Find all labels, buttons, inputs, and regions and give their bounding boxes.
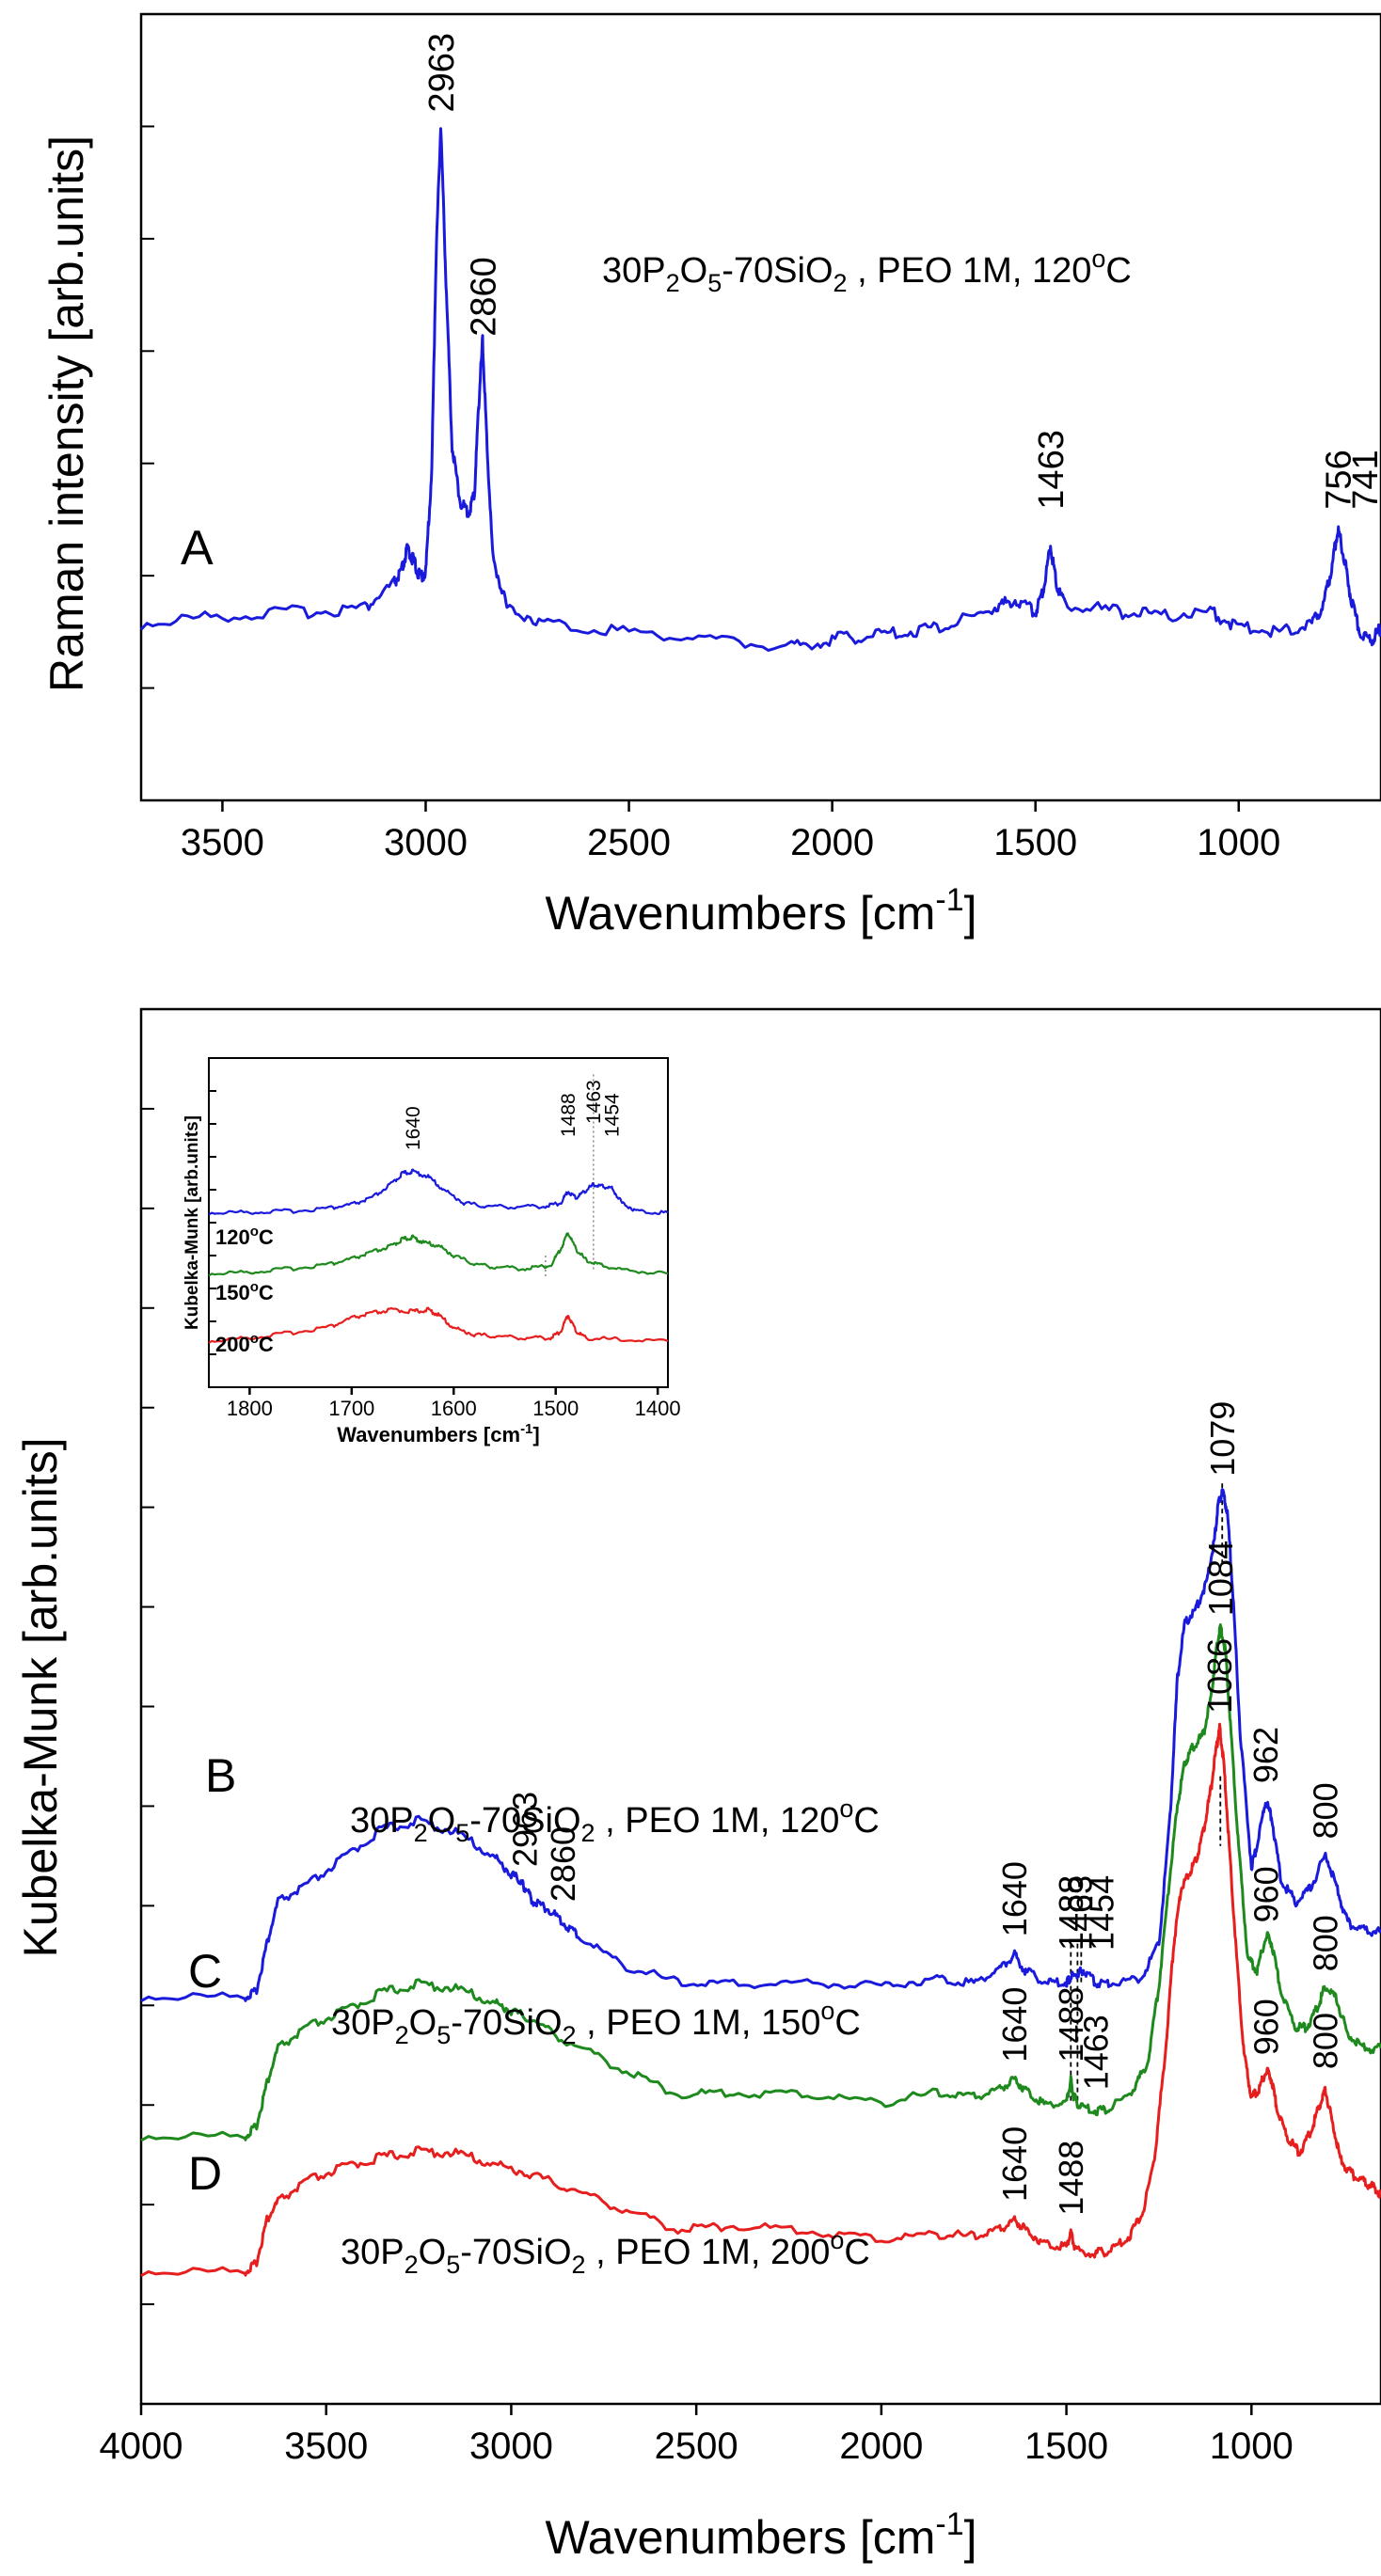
peak-label: 1454 (602, 1093, 624, 1137)
panel-bd-x-tick-label: 1500 (1024, 2426, 1108, 2467)
series-d-annotation: 30P2O5-70SiO2 , PEO 1M, 200oC (341, 2226, 870, 2279)
peak-label: 1488 (1052, 1875, 1090, 1951)
panel-bd-y-ticks (141, 1008, 154, 2405)
panel-bd-peak-markers (1070, 1483, 1224, 2105)
peak-label: 800 (1307, 1915, 1345, 1971)
peak-label: 2860 (544, 1826, 582, 1902)
peak-label: 1463 (1032, 430, 1071, 510)
panel-a: 3500 3000 2500 2000 1500 1000 2963 2860 1463 756… (40, 12, 1381, 940)
peak-label: 1454 (1083, 1875, 1121, 1951)
panel-a-plot-frame (139, 12, 1381, 802)
panel-bd-x-tick-label: 2500 (655, 2426, 738, 2467)
peak-label: 800 (1307, 1782, 1345, 1839)
peak-label: 2860 (464, 257, 503, 337)
panel-bd-x-tick-label: 2000 (839, 2426, 923, 2467)
panel-bd-x-axis-label: Wavenumbers [cm-1] (545, 2506, 976, 2564)
panel-a-x-ticks: 3500 3000 2500 2000 1500 1000 (181, 800, 1280, 863)
series-b-120c-spectrum (140, 1488, 1381, 2002)
inset-series-200c (208, 1306, 669, 1344)
inset-x-tick-label: 1500 (532, 1397, 579, 1420)
peak-label: 1463 (1061, 1875, 1100, 1951)
peak-label: 1463 (583, 1080, 605, 1124)
inset-x-tick-label: 1800 (227, 1397, 273, 1420)
series-b-annotation: 30P2O5-70SiO2 , PEO 1M, 120oC (350, 1794, 880, 1847)
inset-x-ticks: 1800 1700 1600 1500 1400 (227, 1387, 681, 1420)
inset-y-ticks (209, 1057, 216, 1388)
panel-a-label: A (181, 521, 214, 576)
panel-a-y-axis-label: Raman intensity [arb.units] (40, 135, 93, 692)
panel-a-y-ticks (141, 13, 154, 801)
panel-a-x-tick-label: 2000 (790, 822, 874, 863)
peak-label: 741 (1346, 450, 1381, 509)
peak-label: 960 (1247, 1999, 1286, 2055)
series-b-label: B (205, 1749, 236, 1802)
inset-y-axis-label: Kubelka-Munk [arb.units] (183, 1115, 202, 1330)
panel-bd-x-tick-label: 4000 (100, 2426, 183, 2467)
panel-bd: 4000 3500 3000 2500 2000 1500 1000 1079 962 800 1… (14, 1007, 1381, 2564)
inset-series-label-120c: 120oC (215, 1224, 274, 1249)
series-c-150c-spectrum (140, 1623, 1381, 2142)
peak-label: 2963 (506, 1792, 545, 1867)
inset-x-axis-label: Wavenumbers [cm-1] (337, 1421, 539, 1446)
peak-label: 1488 (1052, 2141, 1090, 2216)
peak-label: 960 (1247, 1866, 1286, 1922)
peak-label: 1640 (995, 2126, 1034, 2202)
panel-a-raman-spectrum (139, 127, 1381, 652)
peak-label: 1488 (1052, 1987, 1090, 2062)
panel-bd-x-tick-label: 3500 (284, 2426, 368, 2467)
panel-bd-y-axis-label: Kubelka-Munk [arb.units] (14, 1437, 67, 1957)
peak-label: 1086 (1200, 1638, 1239, 1714)
inset-x-tick-label: 1600 (431, 1397, 477, 1420)
panel-bd-x-tick-label: 1000 (1210, 2426, 1294, 2467)
inset-series-label-150c: 150oC (215, 1279, 274, 1304)
panel-a-x-axis-label: Wavenumbers [cm-1] (545, 882, 976, 940)
panel-a-x-tick-label: 1000 (1197, 822, 1280, 863)
peak-label: 1640 (403, 1106, 424, 1150)
peak-label: 1079 (1203, 1401, 1242, 1477)
panel-a-x-tick-label: 1500 (993, 822, 1077, 863)
series-c-label: C (188, 1945, 222, 1998)
peak-label: 800 (1307, 2013, 1345, 2069)
peak-label: 2963 (422, 33, 462, 113)
inset-series-150c (208, 1232, 669, 1277)
inset-series-120c (208, 1168, 669, 1216)
panel-a-x-tick-label: 3000 (384, 822, 468, 863)
peak-label: 1084 (1201, 1541, 1240, 1616)
panel-bd-x-tick-label: 3000 (469, 2426, 553, 2467)
panel-a-annotation: 30P2O5-70SiO2 , PEO 1M, 120oC (602, 245, 1132, 297)
panel-a-x-tick-label: 3500 (181, 822, 264, 863)
peak-label: 962 (1246, 1727, 1285, 1783)
inset-series-label-200c: 200oC (215, 1331, 274, 1356)
peak-label: 1488 (558, 1093, 579, 1137)
peak-label: 1640 (995, 1987, 1034, 2062)
panel-bd-x-ticks: 4000 3500 3000 2500 2000 1500 1000 (100, 2404, 1294, 2467)
series-c-annotation: 30P2O5-70SiO2 , PEO 1M, 150oC (331, 1997, 861, 2049)
peak-label: 1640 (995, 1861, 1034, 1936)
peak-label: 1463 (1077, 2015, 1116, 2090)
inset-x-tick-label: 1700 (328, 1397, 374, 1420)
peak-label: 756 (1320, 450, 1359, 509)
inset-x-tick-label: 1400 (635, 1397, 681, 1420)
series-d-label: D (188, 2147, 222, 2200)
series-d-200c-spectrum (140, 1722, 1381, 2278)
panel-a-x-tick-label: 2500 (587, 822, 671, 863)
